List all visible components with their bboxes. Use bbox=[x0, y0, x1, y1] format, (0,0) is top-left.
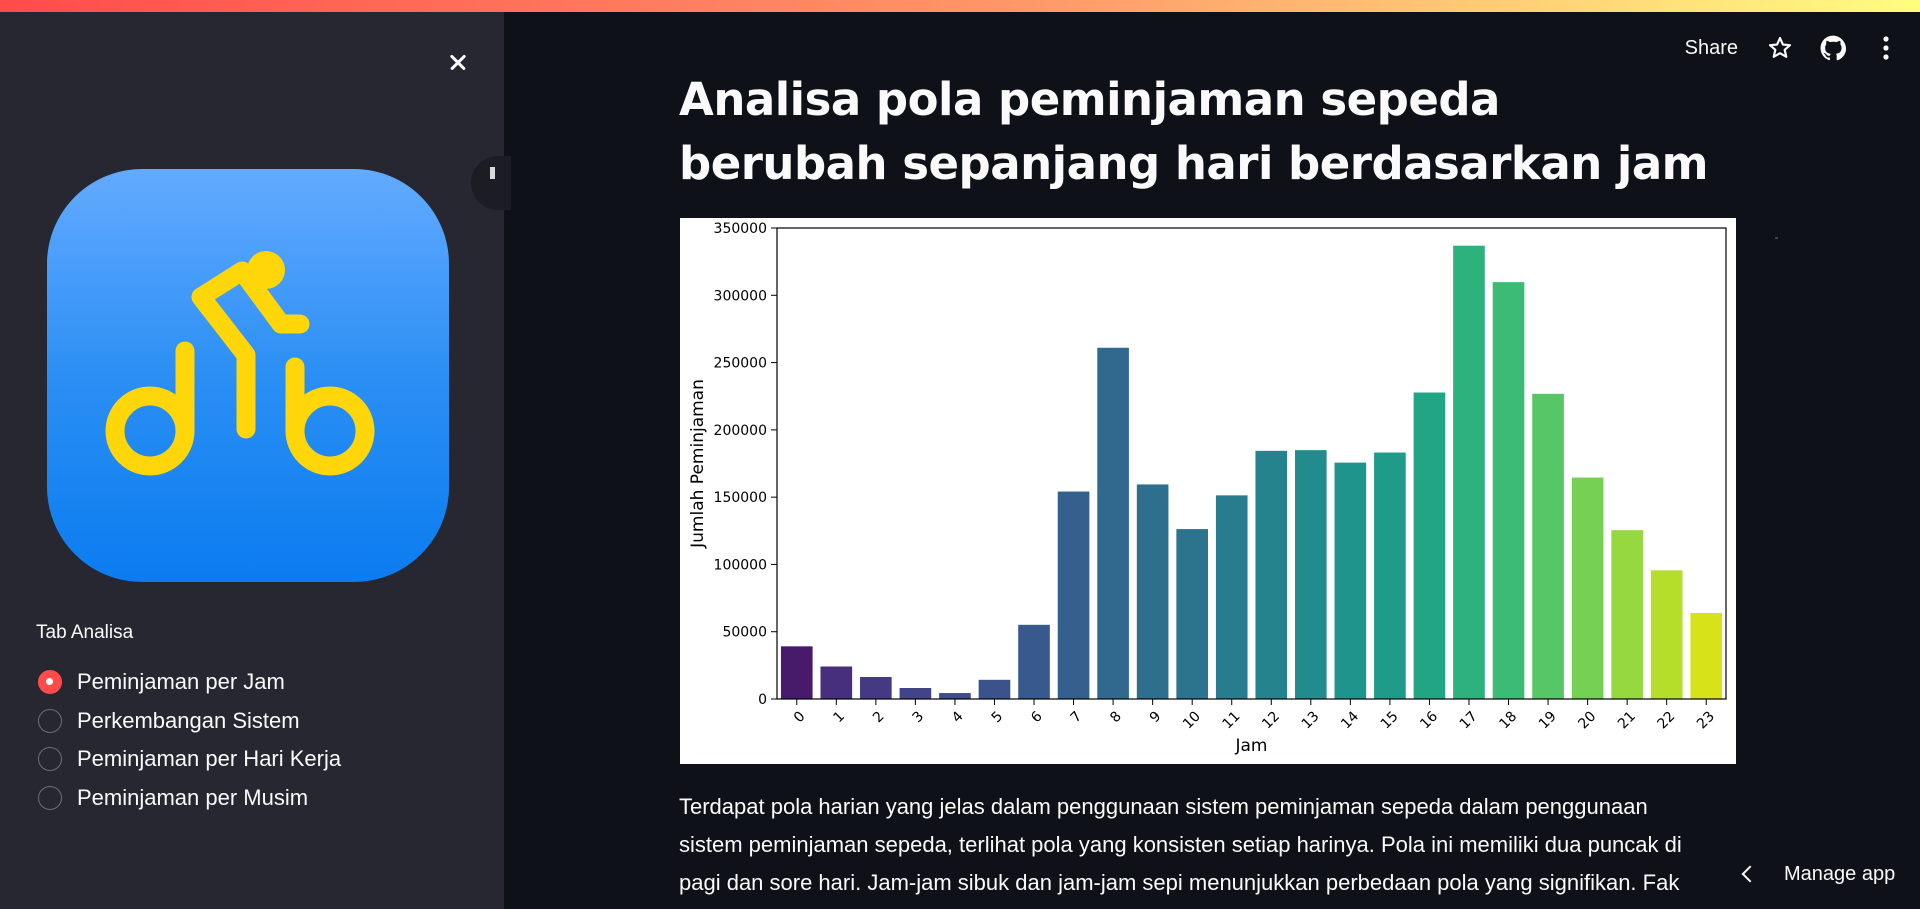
chart-bar bbox=[1215, 495, 1248, 699]
chart-bar bbox=[899, 688, 932, 699]
chart-bar bbox=[1374, 452, 1406, 699]
chart-bar bbox=[1136, 484, 1169, 699]
radio-option-peminjaman-per-jam[interactable]: Peminjaman per Jam bbox=[38, 663, 341, 701]
github-icon[interactable] bbox=[1819, 34, 1847, 62]
chart-bar bbox=[1057, 491, 1090, 699]
chart-bar bbox=[1334, 462, 1367, 699]
bicycle-icon bbox=[105, 251, 375, 476]
chart-bar bbox=[1294, 450, 1327, 699]
chart-bar bbox=[978, 679, 1011, 699]
x-tick-label: 10 bbox=[1180, 708, 1204, 732]
x-tick-label: 5 bbox=[989, 708, 1007, 726]
chart-bar bbox=[939, 693, 971, 699]
radio-option-peminjaman-per-hari-kerja[interactable]: Peminjaman per Hari Kerja bbox=[38, 740, 341, 778]
x-tick-label: 12 bbox=[1259, 708, 1283, 732]
radio-option-peminjaman-per-musim[interactable]: Peminjaman per Musim bbox=[38, 779, 341, 817]
y-axis-label: Jumlah Peminjaman bbox=[688, 379, 708, 549]
x-tick-label: 3 bbox=[910, 708, 928, 726]
x-tick-label: 11 bbox=[1220, 708, 1244, 732]
radio-option-label: Perkembangan Sistem bbox=[77, 707, 300, 733]
chart-bar bbox=[1650, 570, 1683, 699]
x-tick-label: 23 bbox=[1694, 708, 1718, 732]
share-button[interactable]: Share bbox=[1684, 36, 1738, 59]
chart-bar bbox=[1571, 477, 1604, 699]
radio-button[interactable] bbox=[38, 747, 62, 771]
radio-option-label: Peminjaman per Musim bbox=[77, 784, 309, 810]
plot-frame bbox=[776, 227, 1727, 700]
radio-button[interactable] bbox=[38, 785, 62, 810]
chart-bar bbox=[1018, 624, 1050, 699]
chart-bar bbox=[1176, 529, 1209, 699]
sidebar: Tab Analisa Peminjaman per Jam Perkemban… bbox=[0, 12, 504, 909]
y-tick-label: 150000 bbox=[714, 490, 767, 506]
hourly-rentals-chart: 0 50000 100000 150000 200000 250000 300000 3500… bbox=[680, 218, 1736, 764]
radio-option-label: Peminjaman per Hari Kerja bbox=[77, 746, 342, 771]
chart-bar bbox=[1255, 450, 1288, 699]
sidebar-collapse-handle[interactable] bbox=[471, 156, 511, 210]
manage-app-label: Manage app bbox=[1784, 862, 1896, 885]
x-tick-label: 9 bbox=[1147, 708, 1165, 726]
x-tick-label: 22 bbox=[1655, 708, 1679, 732]
x-tick-label: 20 bbox=[1575, 708, 1599, 732]
radio-group-label: Tab Analisa bbox=[36, 622, 134, 643]
x-axis-label: Jam bbox=[1235, 736, 1268, 756]
chart-bar bbox=[1492, 282, 1525, 699]
y-tick-label: 350000 bbox=[714, 221, 767, 237]
y-tick-label: 200000 bbox=[714, 423, 767, 439]
chart-bar bbox=[820, 666, 853, 699]
radio-option-label: Peminjaman per Jam bbox=[77, 669, 285, 694]
chart-bar bbox=[1690, 612, 1723, 699]
y-tick-label: 100000 bbox=[714, 557, 767, 573]
x-tick-label: 6 bbox=[1028, 708, 1046, 726]
app-logo bbox=[47, 169, 449, 582]
more-vert-icon[interactable] bbox=[1872, 34, 1900, 62]
close-icon[interactable] bbox=[444, 48, 472, 76]
header-toolbar: Share bbox=[1685, 30, 1920, 66]
radio-button-checked[interactable] bbox=[38, 670, 62, 694]
x-tick-label: 16 bbox=[1417, 708, 1441, 732]
x-tick-label: 15 bbox=[1378, 708, 1402, 732]
x-tick-label: 8 bbox=[1107, 708, 1125, 726]
chevron-left-icon bbox=[1741, 865, 1759, 883]
stray-pixel bbox=[1775, 237, 1778, 239]
chart-bar bbox=[860, 676, 892, 699]
chart-bar bbox=[1097, 347, 1129, 699]
analysis-radio-group: Peminjaman per Jam Perkembangan Sistem P… bbox=[38, 663, 341, 817]
bar-chart-svg: 0 50000 100000 150000 200000 250000 300000 3500… bbox=[688, 221, 1727, 756]
chart-description: Terdapat pola harian yang jelas dalam pe… bbox=[679, 794, 1682, 895]
radio-button[interactable] bbox=[38, 708, 62, 733]
x-tick-label: 7 bbox=[1068, 708, 1086, 726]
chart-bar bbox=[1532, 393, 1564, 699]
chart-bar bbox=[780, 646, 813, 699]
y-tick-label: 50000 bbox=[722, 625, 767, 641]
x-tick-label: 17 bbox=[1457, 708, 1481, 732]
y-tick-label: 0 bbox=[758, 692, 767, 708]
x-tick-label: 19 bbox=[1536, 708, 1560, 732]
x-tick-label: 2 bbox=[870, 708, 888, 726]
star-icon[interactable] bbox=[1766, 34, 1794, 62]
page-title: Analisa pola peminjaman sepeda berubah s… bbox=[679, 73, 1709, 190]
radio-option-perkembangan-sistem[interactable]: Perkembangan Sistem bbox=[38, 702, 341, 740]
top-decoration-bar bbox=[0, 0, 1920, 12]
chart-bar bbox=[1611, 530, 1643, 699]
x-tick-label: 18 bbox=[1496, 708, 1520, 732]
y-tick-label: 250000 bbox=[714, 356, 767, 372]
x-tick-label: 13 bbox=[1299, 708, 1323, 732]
chart-bar bbox=[1413, 392, 1446, 699]
y-tick-label: 300000 bbox=[714, 288, 767, 304]
x-tick-label: 14 bbox=[1338, 708, 1362, 732]
chart-bar bbox=[1453, 245, 1485, 699]
manage-app-button[interactable]: Manage app bbox=[1732, 854, 1896, 894]
x-tick-label: 4 bbox=[949, 708, 967, 726]
x-tick-label: 21 bbox=[1615, 708, 1639, 732]
x-tick-label: 1 bbox=[830, 708, 848, 726]
x-tick-label: 0 bbox=[791, 708, 809, 726]
